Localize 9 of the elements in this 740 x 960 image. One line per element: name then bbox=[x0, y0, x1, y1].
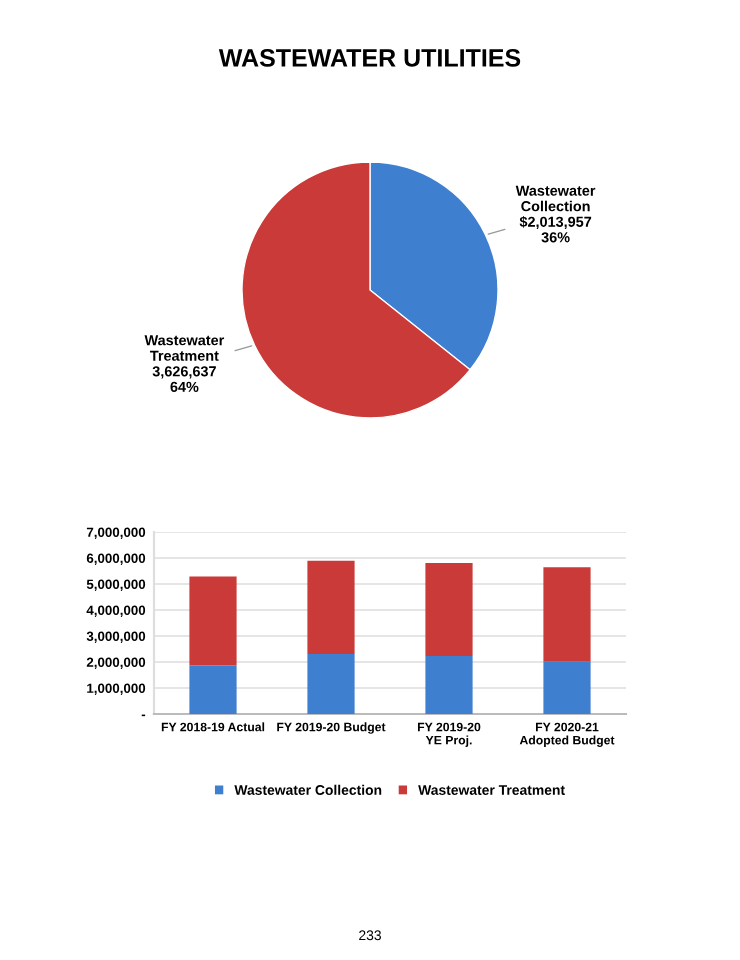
bar bbox=[307, 560, 355, 654]
chart-title: WASTEWATER UTILITIES bbox=[218, 49, 521, 67]
bar bbox=[307, 653, 355, 714]
bar bbox=[189, 665, 237, 714]
bar bbox=[425, 562, 473, 657]
bar bbox=[425, 656, 473, 714]
bar bbox=[543, 661, 591, 714]
bar bbox=[189, 576, 237, 666]
bar bbox=[543, 567, 591, 662]
